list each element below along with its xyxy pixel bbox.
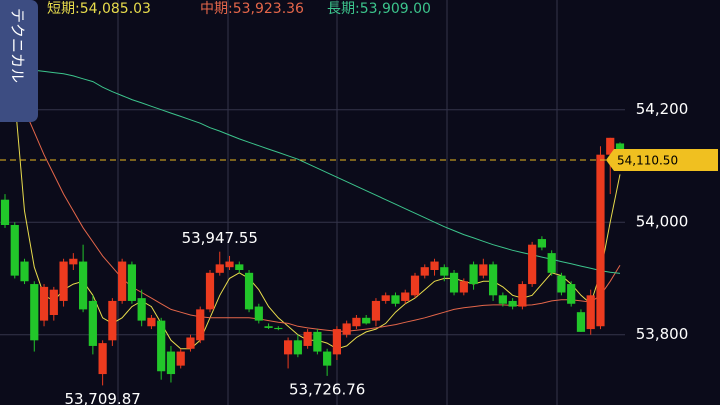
candle-body <box>147 317 156 327</box>
candle-body <box>420 267 429 276</box>
candle-body <box>479 264 488 276</box>
candle-body <box>567 284 576 304</box>
candle-body <box>332 329 342 355</box>
technical-tab-label[interactable]: テクニカル <box>9 8 27 83</box>
candle-body <box>576 312 586 332</box>
candle-body <box>459 281 468 293</box>
candle-body <box>127 264 137 301</box>
candle-body <box>215 264 224 273</box>
candle-body <box>59 261 68 301</box>
candle-body <box>342 323 351 335</box>
candle-body <box>488 264 498 296</box>
candle-body <box>352 317 361 327</box>
candle-body <box>401 292 410 301</box>
candle-body <box>20 261 29 282</box>
candle-body <box>186 337 195 349</box>
candle-body <box>449 272 459 293</box>
candle-body <box>469 264 478 285</box>
candle-body <box>88 300 97 346</box>
candle-body <box>586 295 595 330</box>
candle-body <box>557 275 566 293</box>
candle-body <box>39 286 49 321</box>
candle-body <box>157 320 166 372</box>
extreme-label: 53,709.87 <box>64 390 140 405</box>
candle-body <box>606 137 615 155</box>
current-price-label: 54,110.50 <box>617 154 678 168</box>
candle-body <box>274 327 283 330</box>
candle-body <box>596 154 605 327</box>
candle-body <box>118 261 127 301</box>
candles <box>0 137 625 386</box>
candle-body <box>0 199 10 225</box>
candle-body <box>528 244 537 285</box>
candle-body <box>225 261 234 268</box>
candle-body <box>293 340 302 355</box>
candle-body <box>69 258 78 265</box>
ma-line <box>4 75 621 332</box>
candle-body <box>166 351 176 375</box>
candle-body <box>264 326 273 328</box>
candle-body <box>49 289 58 315</box>
candle-body <box>508 300 517 307</box>
candle-body <box>371 300 381 321</box>
candle-body <box>78 261 88 310</box>
candle-body <box>10 225 19 276</box>
current-price-tag <box>606 149 718 172</box>
candle-body <box>498 295 507 304</box>
candle-body <box>205 272 215 310</box>
candle-body <box>410 275 420 296</box>
legend-mid: 中期:53,923.36 <box>200 1 304 17</box>
overlay: 53,947.55 53,709.87 53,726.76 54,110.50 <box>0 149 718 405</box>
moving-averages <box>4 53 621 350</box>
candle-body <box>98 343 107 375</box>
y-tick-label: 54,000 <box>636 213 689 231</box>
candle-body <box>362 317 371 324</box>
ma-line <box>4 69 621 274</box>
candle-body <box>518 284 527 307</box>
candle-body <box>430 261 439 270</box>
y-tick-label: 53,800 <box>636 325 689 343</box>
candle-body <box>30 284 39 341</box>
technical-tab[interactable] <box>0 0 38 122</box>
grid: 54,200 54,000 53,800 <box>0 0 688 405</box>
extreme-label: 53,726.76 <box>289 380 365 398</box>
candle-body <box>235 264 244 270</box>
candle-body <box>283 340 293 355</box>
extreme-label: 53,947.55 <box>182 229 258 247</box>
candle-body <box>381 295 390 301</box>
candle-body <box>108 300 117 341</box>
candle-body <box>391 295 400 304</box>
legend-long: 長期:53,909.00 <box>327 1 431 17</box>
ma-line <box>4 53 621 350</box>
candle-body <box>254 306 263 321</box>
candle-body <box>137 298 146 321</box>
legend-short: 短期:54,085.03 <box>47 1 151 17</box>
candle-body <box>244 272 254 310</box>
candle-body <box>176 351 185 366</box>
candle-body <box>440 267 449 276</box>
candle-body <box>537 239 547 248</box>
candle-body <box>303 331 312 346</box>
candle-body <box>313 331 322 352</box>
y-tick-label: 54,200 <box>636 100 689 118</box>
candle-body <box>196 309 205 341</box>
candle-body <box>547 253 556 273</box>
candle-body <box>323 351 332 366</box>
